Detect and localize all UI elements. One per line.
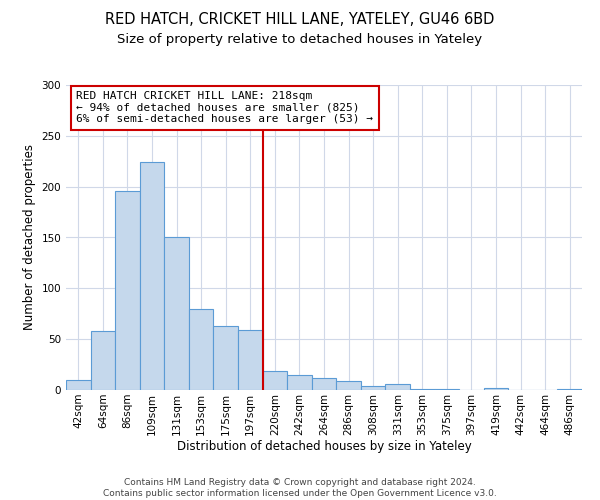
Bar bbox=[385, 384, 410, 390]
Bar bbox=[361, 386, 385, 390]
Bar bbox=[263, 370, 287, 390]
Bar bbox=[91, 331, 115, 390]
Bar bbox=[189, 308, 214, 390]
Text: Size of property relative to detached houses in Yateley: Size of property relative to detached ho… bbox=[118, 32, 482, 46]
Bar bbox=[312, 378, 336, 390]
Bar bbox=[557, 389, 582, 390]
Text: Contains HM Land Registry data © Crown copyright and database right 2024.
Contai: Contains HM Land Registry data © Crown c… bbox=[103, 478, 497, 498]
Bar bbox=[484, 388, 508, 390]
Bar bbox=[140, 162, 164, 390]
X-axis label: Distribution of detached houses by size in Yateley: Distribution of detached houses by size … bbox=[176, 440, 472, 454]
Bar bbox=[214, 326, 238, 390]
Bar bbox=[336, 381, 361, 390]
Bar bbox=[287, 375, 312, 390]
Bar bbox=[115, 190, 140, 390]
Bar bbox=[238, 330, 263, 390]
Bar bbox=[434, 389, 459, 390]
Bar bbox=[164, 238, 189, 390]
Bar bbox=[66, 380, 91, 390]
Text: RED HATCH CRICKET HILL LANE: 218sqm
← 94% of detached houses are smaller (825)
6: RED HATCH CRICKET HILL LANE: 218sqm ← 94… bbox=[76, 91, 373, 124]
Bar bbox=[410, 389, 434, 390]
Y-axis label: Number of detached properties: Number of detached properties bbox=[23, 144, 36, 330]
Text: RED HATCH, CRICKET HILL LANE, YATELEY, GU46 6BD: RED HATCH, CRICKET HILL LANE, YATELEY, G… bbox=[106, 12, 494, 28]
